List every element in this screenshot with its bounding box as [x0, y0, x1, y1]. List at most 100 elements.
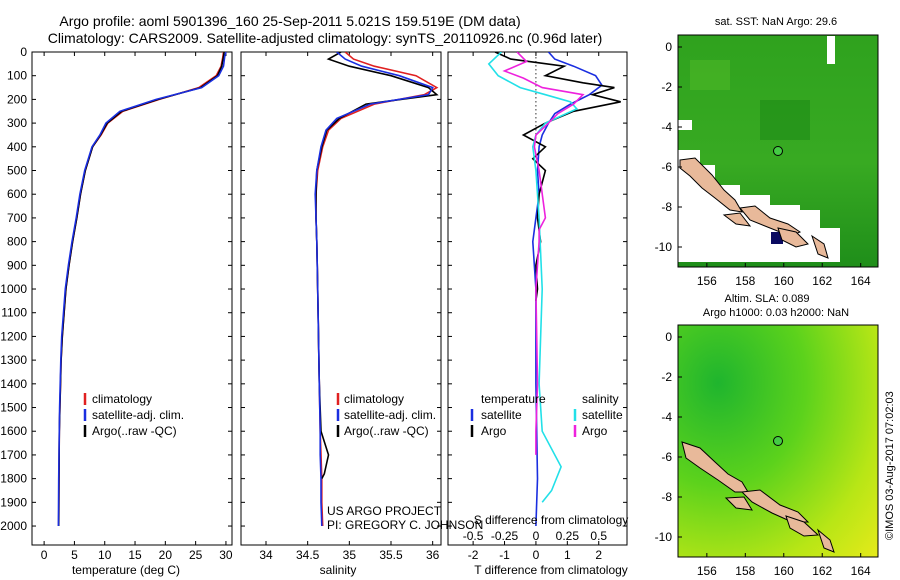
- salinity-legend: climatology satellite-adj. clim. Argo(..…: [336, 392, 436, 438]
- temperature-tick-label: 15: [128, 548, 142, 562]
- argo-float-marker: [773, 146, 783, 156]
- map-lat-label: 0: [665, 40, 672, 54]
- legend-label-sal-satellite: satellite: [582, 408, 623, 422]
- salinity-panel-frame: [240, 51, 442, 546]
- temperature-panel-frame: [31, 51, 233, 546]
- salinity-tick-label: 36: [426, 548, 440, 562]
- sla-map-axes: 156 158 160 162 164 0 -2 -4 -6 -8 -10: [655, 330, 871, 578]
- solomon-islands-shape: [740, 489, 810, 523]
- depth-tick-label: 1900: [0, 495, 27, 509]
- depth-tick-label: 700: [7, 211, 27, 225]
- diff-temperature-argo-line: [494, 52, 621, 302]
- salinity-x-axis: 34 34.5 35 35.5 36: [259, 52, 440, 562]
- map-lon-label: 160: [774, 564, 794, 578]
- map-lat-label: -4: [661, 120, 672, 134]
- map-lat-label: -4: [661, 410, 672, 424]
- map-lon-label: 162: [812, 564, 832, 578]
- map-lat-label: -10: [655, 530, 673, 544]
- map-lon-label: 158: [735, 564, 755, 578]
- legend-title-temperature: temperature: [481, 392, 546, 406]
- depth-tick-label: 2000: [0, 519, 27, 533]
- map-lat-label: -8: [661, 200, 672, 214]
- sst-map-title: sat. SST: NaN Argo: 29.6: [715, 16, 837, 28]
- sst-patch: [690, 60, 730, 90]
- salinity-difference-tick-label: 0.25: [556, 529, 580, 543]
- temperature-legend: climatology satellite-adj. clim. Argo(..…: [83, 392, 184, 438]
- salinity-x-label: salinity: [320, 563, 357, 577]
- salinity-tick-label: 35.5: [379, 548, 403, 562]
- legend-label-sal-argo: Argo: [582, 424, 608, 438]
- map-lat-label: -2: [661, 80, 672, 94]
- map-lat-label: -10: [655, 240, 673, 254]
- depth-tick-label: 1500: [0, 401, 27, 415]
- map-lon-label: 160: [774, 274, 794, 288]
- salinity-satellite-line: [314, 52, 434, 527]
- temperature-tick-label: 5: [71, 548, 78, 562]
- temperature-difference-tick-label: 2: [595, 548, 602, 562]
- depth-tick-label: 800: [7, 235, 27, 249]
- sla-map-title-line1: Altim. SLA: 0.089: [725, 293, 810, 305]
- map-lon-label: 156: [697, 564, 717, 578]
- map-lat-label: -6: [661, 160, 672, 174]
- project-annotation: US ARGO PROJECT: [327, 504, 442, 518]
- salinity-difference-tick-label: -0.5: [463, 529, 484, 543]
- map-lon-label: 164: [851, 564, 871, 578]
- depth-tick-label: 1100: [1, 306, 27, 320]
- depth-tick-label: 1600: [0, 424, 27, 438]
- sla-map-title-line2: Argo h1000: 0.03 h2000: NaN: [703, 307, 849, 319]
- temperature-difference-label: T difference from climatology: [474, 563, 628, 577]
- salinity-difference-tick-label: 0: [533, 529, 540, 543]
- temperature-tick-label: 30: [219, 548, 233, 562]
- sla-map-frame: [677, 324, 879, 558]
- temperature-tick-label: 0: [41, 548, 48, 562]
- legend-label-satellite: satellite-adj. clim.: [344, 408, 436, 422]
- salinity-difference-tick-label: 0.5: [590, 529, 607, 543]
- depth-tick-label: 600: [7, 187, 27, 201]
- depth-tick-label: 1000: [0, 282, 27, 296]
- salinity-tick-label: 35: [343, 548, 357, 562]
- legend-title-salinity: salinity: [582, 392, 619, 406]
- depth-tick-label: 300: [7, 116, 27, 130]
- figure-title-line2: Climatology: CARS2009. Satellite-adjuste…: [48, 30, 603, 46]
- temperature-x-label: temperature (deg C): [72, 563, 180, 577]
- imos-credit: ©IMOS 03-Aug-2017 07:02:03: [884, 391, 896, 540]
- solomon-islands-shape: [739, 205, 802, 237]
- map-lon-label: 158: [735, 274, 755, 288]
- legend-label-climatology: climatology: [92, 392, 152, 406]
- legend-label-temp-satellite: satellite: [481, 408, 522, 422]
- salinity-tick-label: 34.5: [296, 548, 320, 562]
- diff-salinity-argo-line: [502, 52, 585, 455]
- depth-tick-label: 1800: [0, 472, 27, 486]
- map-lat-label: -8: [661, 490, 672, 504]
- figure-title-line1: Argo profile: aoml 5901396_160 25-Sep-20…: [59, 13, 520, 29]
- legend-label-satellite: satellite-adj. clim.: [92, 408, 184, 422]
- depth-tick-label: 100: [7, 69, 27, 83]
- argo-float-marker: [773, 436, 783, 446]
- difference-panel-frame: [447, 51, 628, 546]
- legend-label-argo: Argo(..raw -QC): [344, 424, 429, 438]
- solomon-islands-shape: [722, 212, 752, 227]
- temperature-difference-tick-label: -1: [499, 548, 510, 562]
- temperature-x-axis: 0 5 10 15 20 25 30: [41, 52, 233, 562]
- diff-temperature-satellite-line: [531, 52, 603, 527]
- sla-map: [677, 324, 879, 558]
- depth-tick-label: 1400: [0, 377, 27, 391]
- depth-tick-label: 400: [7, 140, 27, 154]
- temperature-argo-line: [57, 52, 225, 527]
- sst-map: [677, 34, 879, 268]
- depth-tick-label: 200: [7, 92, 27, 106]
- sst-patch: [760, 100, 810, 140]
- depth-tick-label: 900: [7, 258, 27, 272]
- map-lon-label: 162: [812, 274, 832, 288]
- salinity-difference-label: S difference from climatology: [474, 513, 629, 527]
- temperature-satellite-line: [57, 52, 227, 527]
- temperature-climatology-line: [57, 52, 225, 527]
- temperature-tick-label: 25: [189, 548, 203, 562]
- depth-tick-label: 1700: [0, 448, 27, 462]
- map-lon-label: 164: [851, 274, 871, 288]
- salinity-difference-tick-label: -0.25: [491, 529, 519, 543]
- solomon-islands-shape: [777, 227, 809, 248]
- temperature-tick-label: 10: [98, 548, 112, 562]
- solomon-islands-shape: [785, 515, 820, 537]
